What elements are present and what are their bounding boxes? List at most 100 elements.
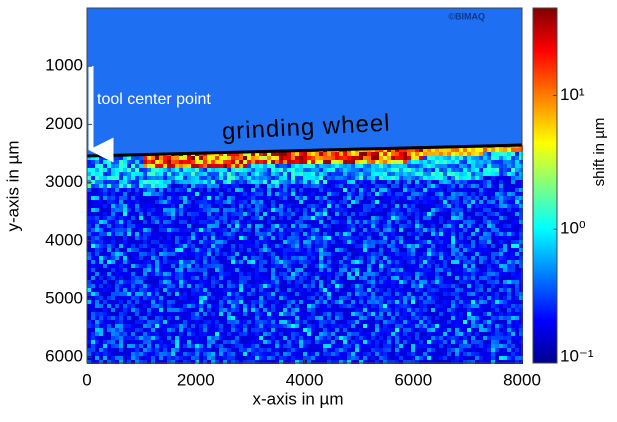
texture <box>507 196 511 200</box>
texture <box>127 224 131 228</box>
texture <box>483 212 487 216</box>
texture <box>463 256 467 260</box>
texture <box>295 184 299 188</box>
texture <box>423 224 427 228</box>
texture <box>167 180 171 184</box>
texture <box>175 200 179 204</box>
texture <box>207 296 211 300</box>
texture <box>475 296 479 300</box>
texture <box>439 240 443 244</box>
texture <box>363 304 367 308</box>
texture <box>167 192 171 196</box>
texture <box>443 192 447 196</box>
texture <box>495 160 499 164</box>
texture <box>511 148 515 152</box>
texture <box>379 240 383 244</box>
texture <box>443 188 447 192</box>
texture <box>495 212 499 216</box>
texture <box>199 224 203 228</box>
texture <box>399 244 403 248</box>
texture <box>475 172 479 176</box>
texture <box>219 192 223 196</box>
texture <box>231 252 235 256</box>
texture <box>447 288 451 292</box>
texture <box>159 308 163 312</box>
texture <box>351 276 355 280</box>
texture <box>383 328 387 332</box>
texture <box>427 204 431 208</box>
texture <box>303 228 307 232</box>
texture <box>463 252 467 256</box>
texture <box>195 196 199 200</box>
texture <box>179 172 183 176</box>
texture <box>175 328 179 332</box>
texture <box>503 196 507 200</box>
texture <box>115 268 119 272</box>
texture <box>367 240 371 244</box>
texture <box>479 188 483 192</box>
texture <box>515 200 519 204</box>
texture <box>347 300 351 304</box>
texture <box>239 264 243 268</box>
texture <box>275 180 279 184</box>
texture <box>251 236 255 240</box>
texture <box>255 200 259 204</box>
texture <box>167 260 171 264</box>
texture <box>351 320 355 324</box>
texture <box>215 316 219 320</box>
texture <box>459 212 463 216</box>
texture <box>407 288 411 292</box>
texture <box>315 192 319 196</box>
texture <box>407 160 411 164</box>
texture <box>327 288 331 292</box>
texture <box>195 260 199 264</box>
texture <box>427 188 431 192</box>
texture <box>303 260 307 264</box>
texture <box>355 172 359 176</box>
texture <box>279 180 283 184</box>
texture <box>331 316 335 320</box>
texture <box>103 256 107 260</box>
texture <box>403 244 407 248</box>
texture <box>111 176 115 180</box>
texture <box>479 224 483 228</box>
texture <box>171 316 175 320</box>
texture <box>259 276 263 280</box>
texture <box>287 172 291 176</box>
texture <box>95 208 99 212</box>
texture <box>239 228 243 232</box>
texture <box>379 324 383 328</box>
texture <box>451 324 455 328</box>
texture <box>231 220 235 224</box>
texture <box>127 288 131 292</box>
texture <box>479 148 483 152</box>
texture <box>435 268 439 272</box>
texture <box>255 224 259 228</box>
texture <box>359 272 363 276</box>
texture <box>387 300 391 304</box>
texture <box>279 172 283 176</box>
texture <box>279 268 283 272</box>
texture <box>307 264 311 268</box>
texture <box>255 176 259 180</box>
texture <box>331 204 335 208</box>
texture <box>451 296 455 300</box>
texture <box>143 240 147 244</box>
texture <box>423 188 427 192</box>
texture <box>359 228 363 232</box>
texture <box>107 236 111 240</box>
texture <box>95 164 99 168</box>
texture <box>163 260 167 264</box>
texture <box>463 304 467 308</box>
texture <box>307 192 311 196</box>
texture <box>351 176 355 180</box>
texture <box>427 240 431 244</box>
texture <box>259 228 263 232</box>
texture <box>127 232 131 236</box>
texture <box>111 172 115 176</box>
texture <box>375 192 379 196</box>
texture <box>427 280 431 284</box>
texture <box>455 300 459 304</box>
texture <box>379 232 383 236</box>
texture <box>407 280 411 284</box>
